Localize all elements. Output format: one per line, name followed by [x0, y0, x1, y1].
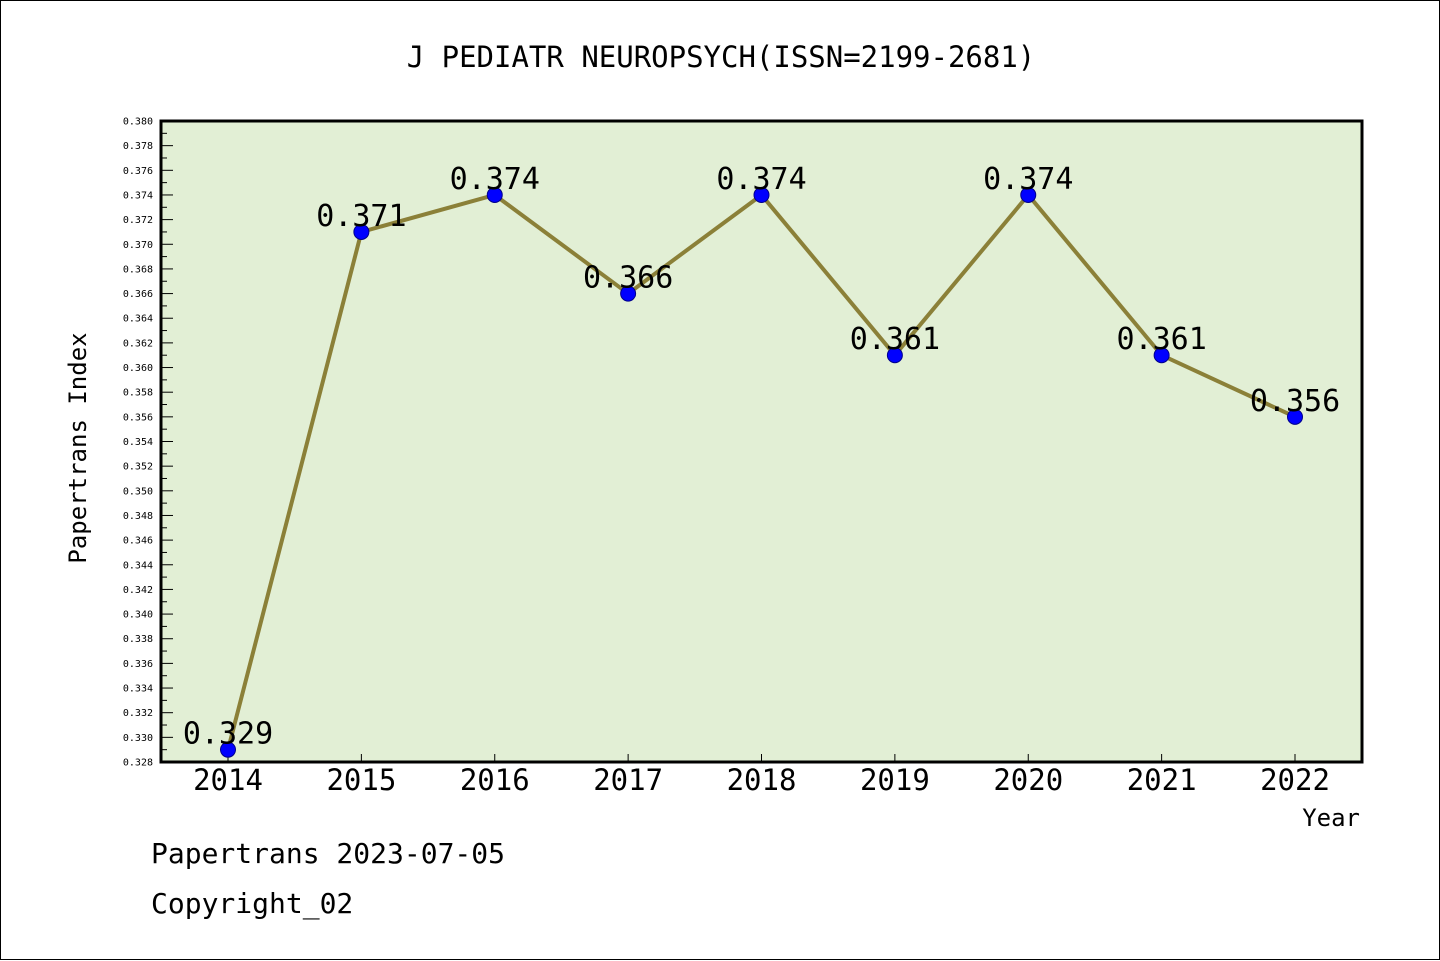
data-label: 0.361 — [1116, 322, 1206, 357]
x-axis-label: Year — [1302, 804, 1360, 832]
y-tick-label: 0.334 — [123, 684, 153, 695]
y-tick-label: 0.376 — [123, 166, 153, 177]
y-tick-label: 0.358 — [123, 388, 153, 399]
y-tick-label: 0.368 — [123, 264, 153, 275]
data-point — [1020, 186, 1037, 203]
footer-generated-date: Papertrans 2023-07-05 — [151, 837, 506, 870]
y-tick-label: 0.380 — [123, 117, 153, 128]
data-label: 0.374 — [450, 162, 540, 197]
y-tick-label: 0.352 — [123, 462, 153, 473]
y-tick-label: 0.364 — [123, 314, 153, 325]
y-tick-label: 0.366 — [123, 289, 153, 300]
chart-title: J PEDIATR NEUROPSYCH(ISSN=2199-2681) — [407, 40, 1036, 74]
data-point — [220, 741, 236, 758]
y-tick-label: 0.344 — [123, 560, 153, 571]
y-tick-label: 0.356 — [123, 412, 153, 423]
data-series — [220, 186, 1303, 758]
data-labels: 0.329 0.371 0.374 0.366 0.374 0.361 0.374 0.361… — [183, 162, 1340, 752]
data-label: 0.366 — [583, 261, 673, 296]
data-label: 0.371 — [316, 199, 406, 234]
y-tick-label: 0.354 — [123, 437, 153, 448]
x-tick-label: 2017 — [593, 763, 663, 797]
y-tick-label: 0.350 — [123, 486, 153, 497]
y-tick-label: 0.328 — [123, 758, 153, 769]
x-tick-label: 2019 — [860, 763, 930, 797]
y-tick-label: 0.362 — [123, 338, 153, 349]
data-point — [1287, 408, 1303, 425]
y-tick-label: 0.330 — [123, 733, 153, 744]
y-tick-label: 0.332 — [123, 708, 153, 719]
y-tick-label: 0.370 — [123, 240, 153, 251]
x-axis-ticks: 2014 2015 2016 2017 2018 2019 2020 2021 2022 — [193, 754, 1330, 797]
data-label: 0.374 — [983, 162, 1073, 197]
x-tick-label: 2022 — [1260, 763, 1330, 797]
y-axis-label: Papertrans Index — [64, 332, 92, 563]
data-label: 0.329 — [183, 717, 273, 752]
y-tick-label: 0.346 — [123, 536, 153, 547]
x-tick-label: 2014 — [193, 763, 263, 797]
data-point — [753, 186, 770, 203]
data-point — [353, 223, 370, 240]
x-tick-label: 2016 — [460, 763, 530, 797]
y-tick-label: 0.374 — [123, 190, 153, 201]
x-tick-label: 2021 — [1127, 763, 1197, 797]
x-tick-label: 2018 — [727, 763, 797, 797]
y-tick-label: 0.338 — [123, 634, 153, 645]
data-point — [486, 186, 503, 203]
y-tick-label: 0.378 — [123, 141, 153, 152]
y-tick-label: 0.348 — [123, 511, 153, 522]
y-tick-label: 0.340 — [123, 610, 153, 621]
data-point — [886, 347, 903, 364]
y-axis-ticks: 0.328 0.330 0.332 0.334 0.336 0.338 0.340 0.342… — [123, 117, 173, 769]
x-tick-label: 2020 — [993, 763, 1063, 797]
data-label: 0.374 — [716, 162, 806, 197]
data-point — [1153, 347, 1170, 364]
data-label: 0.361 — [850, 322, 940, 357]
y-tick-label: 0.372 — [123, 215, 153, 226]
data-label: 0.356 — [1250, 384, 1340, 419]
x-tick-label: 2015 — [326, 763, 396, 797]
data-point — [620, 285, 637, 302]
y-tick-label: 0.342 — [123, 585, 153, 596]
footer-copyright: Copyright_02 — [151, 887, 354, 920]
y-tick-label: 0.360 — [123, 363, 153, 374]
y-tick-label: 0.336 — [123, 659, 153, 670]
